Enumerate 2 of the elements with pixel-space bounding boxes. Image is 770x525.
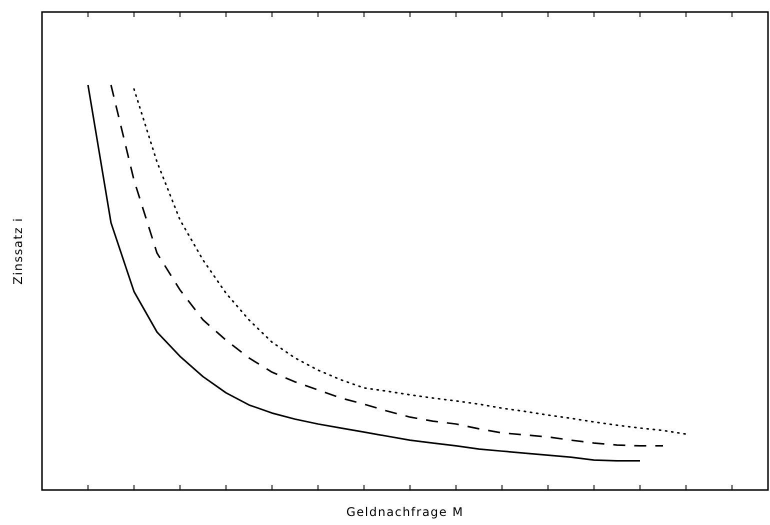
y-axis-title: Zinssatz i: [11, 217, 25, 285]
x-axis-title: Geldnachfrage M: [346, 505, 464, 519]
